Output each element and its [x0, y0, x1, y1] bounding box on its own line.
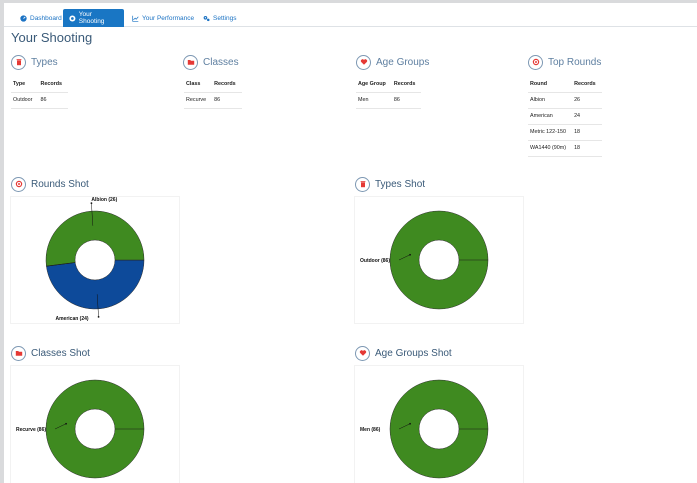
types-table: Type Records Outdoor 86 — [11, 77, 69, 109]
table-cell: 18 — [572, 124, 602, 141]
table-cell: Metric 122-150 — [528, 124, 573, 141]
table-row: Recurve 86 — [184, 92, 242, 109]
top-rounds-title: Top Rounds — [548, 56, 602, 68]
tab-your-performance-label: Your Performance — [142, 14, 195, 22]
line-chart-icon — [132, 15, 139, 22]
age_groups-donut-svg: Men (86) — [360, 379, 489, 479]
classes-section-header: Classes — [183, 54, 239, 70]
table-row: American 24 — [528, 108, 602, 125]
page: Dashboard Your Shooting Your Performance… — [4, 3, 697, 483]
gears-icon — [203, 15, 210, 21]
dashboard-icon — [20, 14, 27, 22]
column-header: Round — [528, 77, 573, 93]
target-icon — [69, 14, 76, 22]
column-header: Age Group — [356, 77, 392, 93]
types-donut-svg: Outdoor (86) — [360, 210, 489, 310]
trash-icon — [355, 176, 370, 192]
age-groups-section-header: Age Groups — [356, 54, 429, 70]
types-shot-title: Types Shot — [375, 178, 426, 190]
classes-shot-header: Classes Shot — [11, 345, 90, 361]
tab-settings[interactable]: Settings — [197, 9, 243, 27]
heart-icon — [355, 345, 370, 361]
top-rounds-section-header: Top Rounds — [528, 54, 601, 70]
rounds-shot-title: Rounds Shot — [31, 178, 89, 190]
table-header-row: Age Group Records — [356, 77, 422, 93]
column-header: Records — [572, 77, 602, 93]
table-cell: 86 — [391, 92, 422, 109]
age-groups-shot-header: Age Groups Shot — [355, 345, 452, 361]
table-cell: American — [528, 108, 573, 125]
tab-your-shooting[interactable]: Your Shooting — [63, 9, 124, 27]
main-nav-tabs: Dashboard Your Shooting Your Performance… — [4, 9, 697, 27]
trash-icon — [11, 54, 26, 70]
table-row: Men 86 — [356, 92, 422, 109]
table-cell: 24 — [572, 108, 602, 125]
age-groups-shot-title: Age Groups Shot — [375, 347, 452, 359]
types-section-header: Types — [11, 54, 58, 70]
column-header: Records — [212, 77, 242, 93]
slice-label: Outdoor (86) — [360, 258, 390, 264]
column-header: Records — [391, 77, 422, 93]
classes-shot-title: Classes Shot — [31, 347, 90, 359]
age-groups-shot-chart: Men (86) — [355, 366, 523, 483]
table-cell: 86 — [212, 92, 242, 109]
tab-dashboard-label: Dashboard — [30, 14, 62, 22]
donut-hole — [418, 408, 460, 450]
slice-label: American (24) — [56, 316, 89, 322]
rounds-shot-header: Rounds Shot — [11, 176, 89, 192]
table-cell: WA1440 (90m) — [528, 140, 573, 157]
table-row: Outdoor 86 — [11, 92, 69, 109]
heart-icon — [356, 54, 371, 70]
table-header-row: Type Records — [11, 77, 69, 93]
donut-hole — [74, 408, 116, 450]
table-header-row: Class Records — [184, 77, 242, 93]
donut-hole — [74, 239, 116, 281]
column-header: Type — [11, 77, 39, 93]
slice-label: Recurve (86) — [16, 427, 46, 433]
column-header: Class — [184, 77, 213, 93]
table-cell: 26 — [572, 92, 602, 109]
tab-your-performance[interactable]: Your Performance — [126, 9, 200, 27]
tab-dashboard[interactable]: Dashboard — [14, 9, 68, 27]
table-row: Metric 122-150 18 — [528, 124, 602, 141]
slice-label: Albion (26) — [91, 197, 117, 203]
bullseye-icon — [11, 176, 26, 192]
top-rounds-table: Round Records Albion 26 American 24 Metr… — [528, 77, 602, 157]
table-cell: 86 — [38, 92, 69, 109]
rounds-shot-chart: American (24) Albion (26) — [11, 197, 179, 323]
bullseye-icon — [528, 54, 543, 70]
rounds-donut-svg: American (24) Albion (26) — [45, 197, 145, 322]
table-row: WA1440 (90m) 18 — [528, 140, 602, 157]
table-row: Albion 26 — [528, 92, 602, 109]
column-header: Records — [38, 77, 69, 93]
folder-icon — [183, 54, 198, 70]
classes-table: Class Records Recurve 86 — [184, 77, 242, 109]
tab-your-shooting-label: Your Shooting — [78, 11, 105, 25]
tab-settings-label: Settings — [213, 14, 237, 22]
types-title: Types — [31, 56, 58, 68]
page-title: Your Shooting — [11, 30, 93, 45]
table-cell: Men — [356, 92, 392, 109]
donut-hole — [418, 239, 460, 281]
table-header-row: Round Records — [528, 77, 602, 93]
folder-icon — [11, 345, 26, 361]
types-shot-header: Types Shot — [355, 176, 425, 192]
age-groups-title: Age Groups — [376, 56, 430, 68]
classes-donut-svg: Recurve (86) — [16, 379, 145, 479]
classes-title: Classes — [203, 56, 239, 68]
slice-label: Men (86) — [360, 427, 381, 433]
table-cell: Albion — [528, 92, 573, 109]
table-cell: 18 — [572, 140, 602, 157]
table-cell: Outdoor — [11, 92, 39, 109]
types-shot-chart: Outdoor (86) — [355, 197, 523, 323]
age-groups-table: Age Group Records Men 86 — [356, 77, 422, 109]
table-cell: Recurve — [184, 92, 213, 109]
classes-shot-chart: Recurve (86) — [11, 366, 179, 483]
